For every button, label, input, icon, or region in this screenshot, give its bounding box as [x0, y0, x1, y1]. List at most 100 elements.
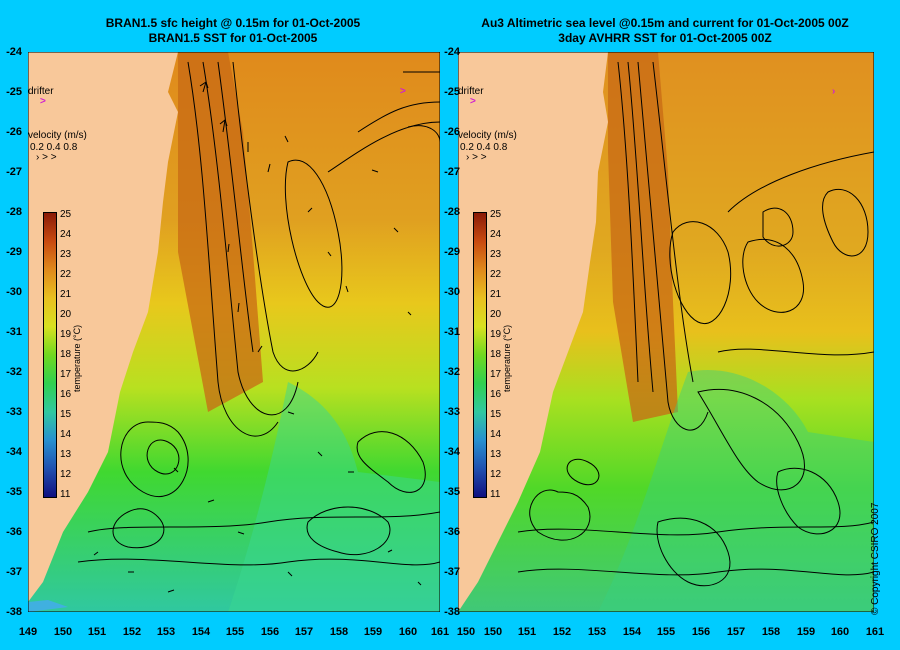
velocity-label-right: velocity (m/s) — [458, 130, 517, 141]
y-tick: -25 — [6, 86, 22, 98]
y-tick: -30 — [6, 286, 22, 298]
y-tick: -38 — [6, 606, 22, 618]
y-tick: -33 — [444, 406, 460, 418]
x-tick: 157 — [726, 626, 746, 638]
right-panel-title: Au3 Altimetric sea level @0.15m and curr… — [458, 16, 872, 46]
velocity-scale-right: 0.2 0.4 0.8 — [460, 142, 508, 153]
cbar-tick: 12 — [490, 469, 502, 480]
x-tick: 153 — [156, 626, 176, 638]
cbar-tick: 11 — [60, 489, 71, 500]
copyright-notice: © Copyright CSIRO 2007 — [870, 502, 881, 615]
y-tick: -35 — [6, 486, 22, 498]
y-tick: -27 — [6, 166, 22, 178]
x-tick: 158 — [329, 626, 349, 638]
y-tick: -31 — [6, 326, 22, 338]
colorbar-right — [473, 212, 487, 498]
y-tick: -37 — [6, 566, 22, 578]
y-tick: -37 — [444, 566, 460, 578]
y-tick: -36 — [6, 526, 22, 538]
x-tick: 161 — [430, 626, 450, 638]
drifter-position-icon: › — [832, 86, 836, 97]
y-tick: -38 — [444, 606, 460, 618]
cbar-tick: 20 — [490, 309, 502, 320]
y-tick: -26 — [6, 126, 22, 138]
x-tick: 150 — [456, 626, 476, 638]
x-tick: 161 — [865, 626, 885, 638]
cbar-tick: 13 — [490, 449, 502, 460]
cbar-tick: 11 — [490, 489, 501, 500]
y-tick: -28 — [6, 206, 22, 218]
y-tick: -24 — [6, 46, 22, 58]
drifter-position-icon: > — [400, 86, 406, 97]
drifter-marker-icon: > — [470, 96, 476, 107]
cbar-tick: 17 — [60, 369, 72, 380]
x-tick: 154 — [622, 626, 642, 638]
x-tick: 154 — [191, 626, 211, 638]
right-map-panel: drifter > › velocity (m/s) 0.2 0.4 0.8 ›… — [458, 52, 874, 612]
right-title-line1: Au3 Altimetric sea level @0.15m and curr… — [481, 16, 849, 30]
velocity-arrows-icon: › > > — [36, 152, 57, 163]
x-tick: 157 — [294, 626, 314, 638]
y-tick: -34 — [6, 446, 22, 458]
cool-water-patch-obs — [598, 370, 874, 612]
cbar-tick: 21 — [60, 289, 72, 300]
cool-water-patch — [228, 382, 440, 612]
y-tick: -30 — [444, 286, 460, 298]
y-tick: -29 — [6, 246, 22, 258]
cbar-tick: 24 — [490, 229, 502, 240]
left-map-svg — [28, 52, 440, 612]
y-tick: -33 — [6, 406, 22, 418]
y-tick: -31 — [444, 326, 460, 338]
altimetric-contours — [517, 61, 874, 587]
x-tick: 159 — [363, 626, 383, 638]
drifter-label-right: drifter — [458, 86, 484, 97]
x-tick: 160 — [830, 626, 850, 638]
land-australia-right — [458, 52, 608, 612]
y-tick: -28 — [444, 206, 460, 218]
cbar-tick: 15 — [60, 409, 72, 420]
cbar-tick: 22 — [60, 269, 72, 280]
x-tick: 151 — [87, 626, 107, 638]
x-tick: 159 — [796, 626, 816, 638]
current-vectors — [93, 81, 422, 593]
y-tick: -36 — [444, 526, 460, 538]
x-tick: 158 — [761, 626, 781, 638]
cbar-tick: 18 — [60, 349, 72, 360]
x-tick: 153 — [587, 626, 607, 638]
drifter-marker-icon: > — [40, 96, 46, 107]
cbar-tick: 22 — [490, 269, 502, 280]
coastal-water — [28, 600, 68, 612]
cbar-tick: 16 — [60, 389, 72, 400]
x-tick: 150 — [53, 626, 73, 638]
x-tick: 160 — [398, 626, 418, 638]
land-australia — [28, 52, 178, 602]
cbar-tick: 20 — [60, 309, 72, 320]
cbar-tick: 21 — [490, 289, 502, 300]
y-tick: -32 — [6, 366, 22, 378]
y-tick: -26 — [444, 126, 460, 138]
cbar-tick: 23 — [60, 249, 72, 260]
cbar-tick: 16 — [490, 389, 502, 400]
cbar-tick: 18 — [490, 349, 502, 360]
sea-level-contours — [77, 61, 440, 566]
left-title-line1: BRAN1.5 sfc height @ 0.15m for 01-Oct-20… — [105, 16, 361, 30]
y-tick: -35 — [444, 486, 460, 498]
right-map-svg — [458, 52, 874, 612]
cbar-tick: 13 — [60, 449, 72, 460]
left-map-panel: drifter > > velocity (m/s) 0.2 0.4 0.8 ›… — [28, 52, 440, 612]
cbar-tick: 14 — [490, 429, 502, 440]
cbar-tick: 25 — [490, 209, 502, 220]
y-tick: -32 — [444, 366, 460, 378]
cbar-tick: 25 — [60, 209, 72, 220]
x-tick: 151 — [517, 626, 537, 638]
y-tick: -27 — [444, 166, 460, 178]
cbar-tick: 24 — [60, 229, 72, 240]
velocity-scale-left: 0.2 0.4 0.8 — [30, 142, 78, 153]
x-tick: 155 — [656, 626, 676, 638]
cbar-tick: 23 — [490, 249, 502, 260]
y-tick: -34 — [444, 446, 460, 458]
velocity-label-left: velocity (m/s) — [28, 130, 87, 141]
x-tick: 156 — [260, 626, 280, 638]
y-tick: -29 — [444, 246, 460, 258]
drifter-label-left: drifter — [28, 86, 54, 97]
